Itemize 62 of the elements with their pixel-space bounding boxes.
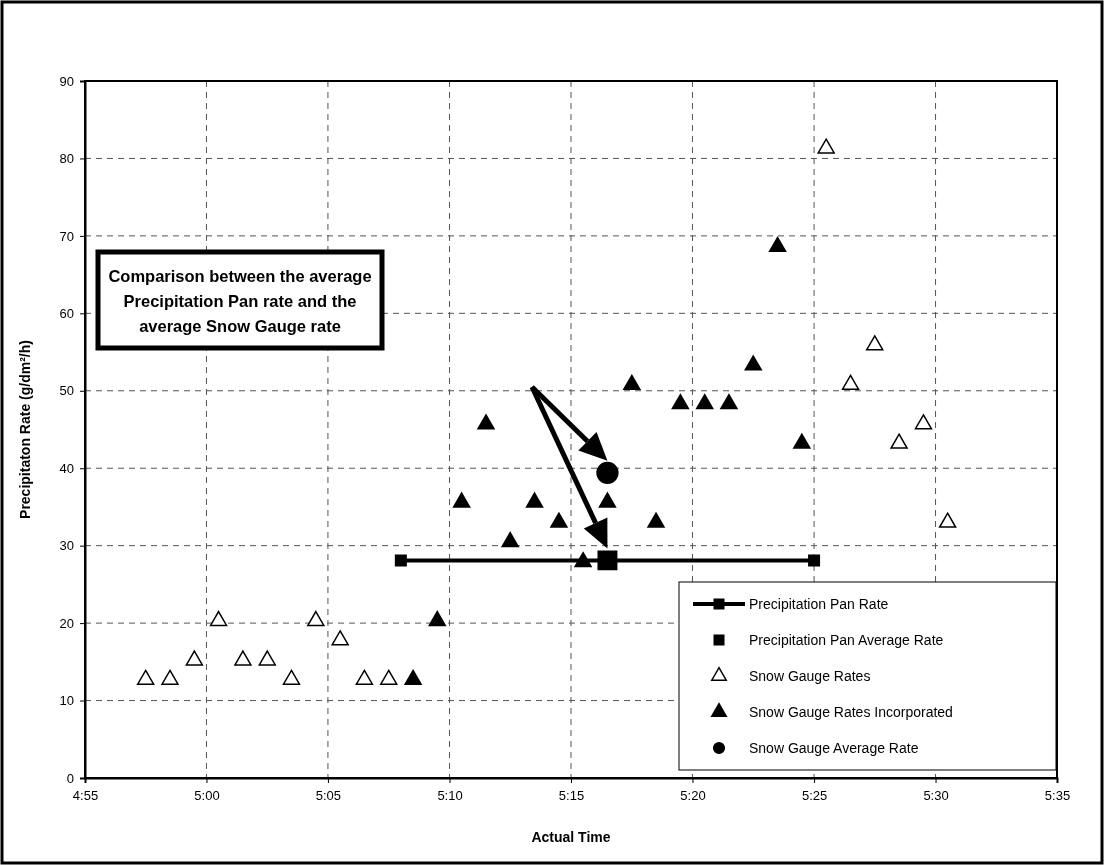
x-tick-label: 5:35 xyxy=(1044,788,1071,804)
legend-label: Precipitation Pan Average Rate xyxy=(749,632,944,648)
point xyxy=(380,669,398,685)
x-tick-label: 5:25 xyxy=(801,788,828,804)
point xyxy=(890,433,908,449)
point xyxy=(817,138,835,154)
point xyxy=(647,512,665,528)
x-tick-label: 5:00 xyxy=(194,788,220,804)
point xyxy=(501,531,519,548)
point xyxy=(841,374,860,390)
point xyxy=(720,393,738,410)
point xyxy=(768,236,787,253)
point xyxy=(258,650,276,666)
point xyxy=(209,610,228,627)
point xyxy=(452,492,471,508)
point xyxy=(525,492,544,508)
x-tick-label: 5:05 xyxy=(315,788,342,804)
point xyxy=(331,630,349,646)
y-tick-label: 20 xyxy=(59,615,74,631)
point xyxy=(550,512,568,528)
point xyxy=(596,461,619,484)
point xyxy=(938,512,957,528)
point xyxy=(136,669,155,685)
point xyxy=(695,393,714,410)
point xyxy=(307,610,325,627)
point xyxy=(234,650,252,666)
x-tick-label: 5:10 xyxy=(437,788,463,804)
legend-label: Precipitation Pan Rate xyxy=(749,596,889,612)
point xyxy=(185,650,204,666)
x-tick-label: 5:20 xyxy=(680,788,706,804)
point xyxy=(866,335,884,351)
point xyxy=(623,374,641,390)
legend-label: Snow Gauge Average Rate xyxy=(749,740,919,756)
y-tick-label: 10 xyxy=(59,693,74,709)
y-tick-label: 80 xyxy=(59,151,74,167)
legend-label: Snow Gauge Rates xyxy=(749,668,871,684)
x-tick-label: 5:30 xyxy=(923,788,949,804)
point xyxy=(428,610,447,627)
y-tick-label: 90 xyxy=(59,73,74,89)
x-tick-label: 4:55 xyxy=(72,788,99,804)
x-tick-label: 5:15 xyxy=(558,788,585,804)
point xyxy=(793,433,811,449)
point xyxy=(671,393,690,410)
y-tick-label: 50 xyxy=(59,383,74,399)
point xyxy=(477,414,495,430)
point xyxy=(355,669,374,685)
annotation: Comparison between the average Precipitation Pan rate and the average Snow Gauge rate xyxy=(108,267,372,335)
y-tick-label: 40 xyxy=(59,460,74,476)
point xyxy=(161,669,179,685)
x-axis-title: Actual Time xyxy=(531,829,611,845)
point xyxy=(744,355,762,371)
y-tick-label: 70 xyxy=(59,228,74,244)
point xyxy=(598,492,617,508)
legend-label: Snow Gauge Rates Incorporated xyxy=(749,704,953,720)
point xyxy=(574,551,592,568)
point xyxy=(404,669,422,685)
y-tick-label: 60 xyxy=(59,305,74,321)
point xyxy=(914,414,933,430)
y-tick-label: 0 xyxy=(66,770,74,786)
y-tick-label: 30 xyxy=(59,538,74,554)
y-axis-title: Precipitaton Rate (g/dm²/h) xyxy=(17,340,33,519)
point xyxy=(282,669,301,685)
